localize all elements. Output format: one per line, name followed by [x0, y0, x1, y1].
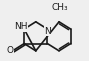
- Text: CH₃: CH₃: [51, 3, 68, 13]
- Text: N: N: [44, 27, 51, 36]
- Text: NH: NH: [15, 22, 28, 31]
- Text: O: O: [6, 46, 13, 55]
